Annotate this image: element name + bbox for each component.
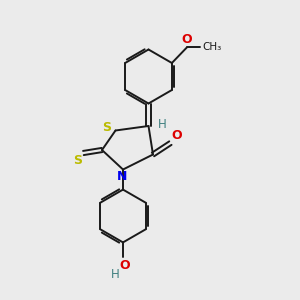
Text: O: O xyxy=(182,33,193,46)
Text: CH₃: CH₃ xyxy=(202,42,221,52)
Text: S: S xyxy=(73,154,82,167)
Text: H: H xyxy=(158,118,166,131)
Text: H: H xyxy=(111,268,120,281)
Text: O: O xyxy=(172,129,182,142)
Text: N: N xyxy=(117,170,128,183)
Text: O: O xyxy=(119,259,130,272)
Text: S: S xyxy=(102,121,111,134)
